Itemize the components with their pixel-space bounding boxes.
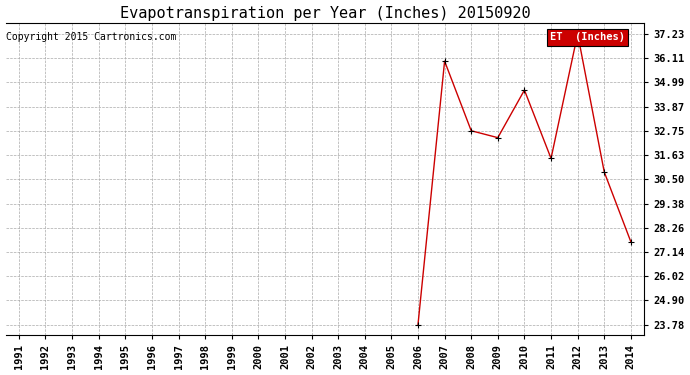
Text: ET  (Inches): ET (Inches)	[550, 33, 625, 42]
Text: Copyright 2015 Cartronics.com: Copyright 2015 Cartronics.com	[6, 33, 177, 42]
Title: Evapotranspiration per Year (Inches) 20150920: Evapotranspiration per Year (Inches) 201…	[119, 6, 530, 21]
